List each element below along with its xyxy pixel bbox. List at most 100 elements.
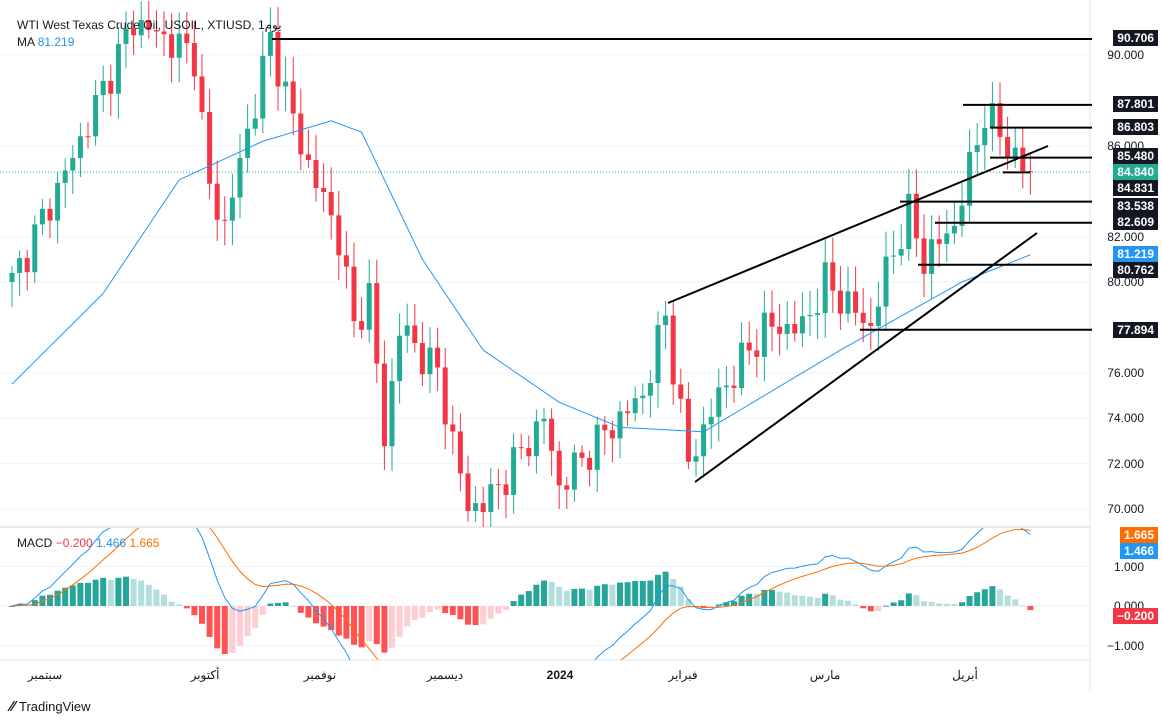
macd-histogram-bar [662, 571, 669, 606]
macd-histogram-bar [928, 601, 935, 606]
macd-histogram-bar [518, 594, 525, 606]
candle-body [108, 80, 114, 94]
macd-histogram-bar [389, 606, 395, 648]
price-tick-label: 80.000 [1107, 275, 1144, 289]
macd-histogram-bar [442, 606, 449, 614]
candle-body [936, 239, 942, 244]
candle-body [594, 424, 600, 470]
candle-body [39, 208, 45, 225]
candle-body [647, 383, 653, 396]
macd-histogram-bar [989, 586, 996, 606]
moving-average-line [11, 120, 1031, 433]
candle-body [237, 157, 243, 198]
macd-histogram-bar [145, 584, 152, 606]
candle-body [435, 347, 441, 368]
macd-legend: MACD −0.200 1.466 1.665 [17, 536, 160, 550]
macd-histogram-bar [313, 606, 319, 624]
symbol-title: WTI West Texas Crude Oil, USOIL, XTIUSD,… [17, 18, 282, 32]
candle-body [929, 239, 935, 274]
candle-body [891, 255, 897, 257]
macd-histogram-bar [252, 606, 259, 628]
macd-histogram-bar [487, 606, 494, 619]
macd-histogram-bar [214, 606, 221, 649]
candle-body [807, 314, 813, 317]
candle-body [328, 192, 334, 216]
candle-body [579, 452, 585, 458]
candle-body [716, 387, 722, 417]
candle-body [853, 291, 859, 313]
candle-body [982, 127, 988, 146]
candle-body [77, 136, 83, 159]
macd-histogram-bar [54, 590, 61, 606]
candle-body [313, 160, 319, 189]
candle-body [176, 33, 182, 58]
macd-histogram-bar [411, 606, 418, 620]
macd-histogram-bar [100, 577, 107, 606]
macd-histogram-bar [123, 576, 129, 606]
candle-body [480, 503, 486, 512]
candle-body [229, 197, 235, 221]
candle-body [214, 183, 220, 220]
candle-body [495, 484, 501, 486]
candle-body [9, 272, 15, 282]
price-tick-label: 74.000 [1107, 411, 1144, 426]
macd-histogram-bar [290, 605, 297, 607]
macd-histogram-bar [183, 606, 190, 609]
candle-body [85, 136, 91, 138]
macd-histogram-bar [556, 586, 563, 606]
candle-body [815, 313, 821, 315]
candle-body [161, 31, 167, 35]
macd-histogram-bar [335, 606, 342, 636]
candle-body [602, 424, 608, 431]
candle-body [830, 262, 836, 291]
candle-body [93, 94, 99, 137]
macd-histogram-bar [138, 580, 145, 606]
candle-body [1005, 136, 1011, 158]
macd-histogram-bar [936, 603, 943, 606]
candle-body [678, 384, 684, 399]
macd-histogram-bar [974, 592, 981, 606]
candle-body [366, 283, 372, 330]
macd-histogram-bar [297, 606, 304, 613]
macd-histogram-bar [784, 592, 791, 606]
candle-body [321, 188, 327, 193]
candle-body [739, 342, 745, 388]
time-axis-label: مارس [809, 668, 841, 682]
macd-histogram-bar [617, 582, 623, 606]
candle-body [655, 325, 661, 384]
candle-body [47, 208, 53, 221]
macd-histogram-bar [579, 588, 585, 606]
candle-body [883, 256, 889, 307]
candle-body [465, 473, 471, 511]
candle-body [632, 398, 638, 414]
macd-histogram-bar [609, 584, 616, 606]
candle-body [701, 424, 707, 457]
macd-histogram-bar [275, 602, 281, 606]
candle-body [974, 145, 980, 152]
candle-body [989, 103, 995, 128]
macd-histogram-bar [153, 589, 160, 606]
candle-body [898, 249, 904, 256]
candle-body [587, 457, 593, 470]
candle-body [723, 385, 729, 388]
macd-histogram-bar [966, 595, 973, 606]
candle-body [427, 347, 433, 375]
macd-histogram-bar [343, 606, 350, 639]
time-axis-label: أكتوبر [190, 668, 220, 682]
macd-histogram-bar [495, 606, 502, 614]
macd-histogram-bar [381, 606, 388, 653]
macd-histogram-bar [890, 602, 897, 606]
candle-body [457, 431, 463, 474]
macd-histogram-bar [655, 574, 661, 606]
candle-body [412, 325, 418, 344]
tradingview-logo[interactable]: ⁄⁄ TradingView [10, 698, 91, 715]
macd-histogram-bar [404, 606, 411, 627]
price-tick-label: 72.000 [1107, 456, 1144, 471]
macd-histogram-bar [107, 580, 114, 606]
candle-body [997, 103, 1003, 137]
macd-histogram-bar [457, 606, 464, 620]
macd-histogram-bar [677, 586, 684, 606]
time-axis-label: سبتمبر [27, 668, 63, 682]
macd-histogram-bar [115, 577, 122, 606]
